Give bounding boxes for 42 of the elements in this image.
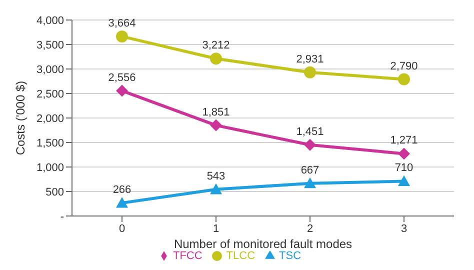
y-tick-label: 2,500 (36, 88, 64, 100)
x-tick-label: 3 (400, 222, 408, 235)
legend-label: TFCC (172, 250, 202, 262)
point (304, 138, 316, 151)
y-tick-label: 500 (46, 186, 64, 198)
y-tick-label: 4,000 (36, 14, 64, 27)
data-label: 667 (300, 164, 320, 176)
x-tick-label: 1 (212, 222, 220, 235)
y-tick-label: 3,500 (36, 39, 64, 52)
legend-label: TSC (279, 250, 302, 262)
data-label: 1,451 (296, 126, 324, 138)
y-tick-label: 2,000 (36, 112, 64, 125)
point (116, 196, 128, 208)
data-label: 2,790 (390, 60, 418, 72)
y-axis-title: Costs ('000 $) (13, 80, 28, 156)
data-label: 1,271 (390, 134, 418, 147)
point (210, 183, 222, 194)
point (116, 84, 128, 97)
y-tick-label: 1,500 (36, 137, 64, 150)
point (210, 52, 222, 65)
point (304, 66, 316, 78)
data-label: 3,212 (202, 40, 230, 52)
data-label: 710 (394, 162, 414, 174)
data-label: 2,556 (108, 72, 136, 84)
point (210, 119, 222, 132)
x-tick-label: 0 (118, 222, 126, 235)
point (304, 177, 316, 188)
point (398, 175, 410, 186)
y-tick-label: 3,000 (36, 64, 64, 76)
y-tick-label: 1,000 (36, 162, 64, 174)
point (398, 148, 410, 160)
point (398, 73, 410, 86)
data-label: 266 (112, 184, 132, 196)
legend-label: TLCC (226, 250, 256, 262)
x-axis-title: Number of monitored fault modes (174, 237, 352, 251)
data-label: 543 (206, 170, 226, 182)
x-tick-label: 2 (306, 222, 314, 235)
data-label: 3,664 (108, 17, 136, 30)
y-tick-label: - (60, 210, 64, 223)
data-label: 2,931 (296, 53, 324, 66)
point (116, 30, 128, 42)
data-label: 1,851 (202, 106, 230, 118)
